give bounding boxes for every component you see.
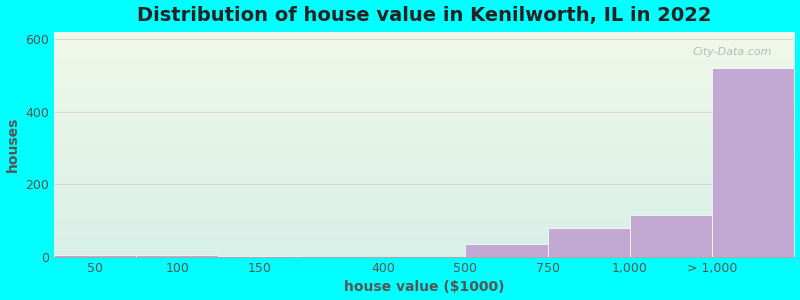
Bar	[630, 215, 712, 257]
Bar	[547, 228, 630, 257]
Bar	[54, 255, 136, 257]
Text: City-Data.com: City-Data.com	[693, 47, 772, 57]
Bar	[712, 68, 794, 257]
Bar	[466, 244, 547, 257]
Bar	[218, 256, 301, 257]
Bar	[136, 255, 218, 257]
Title: Distribution of house value in Kenilworth, IL in 2022: Distribution of house value in Kenilwort…	[137, 6, 711, 25]
X-axis label: house value ($1000): house value ($1000)	[344, 280, 504, 294]
Y-axis label: houses: houses	[6, 117, 19, 172]
